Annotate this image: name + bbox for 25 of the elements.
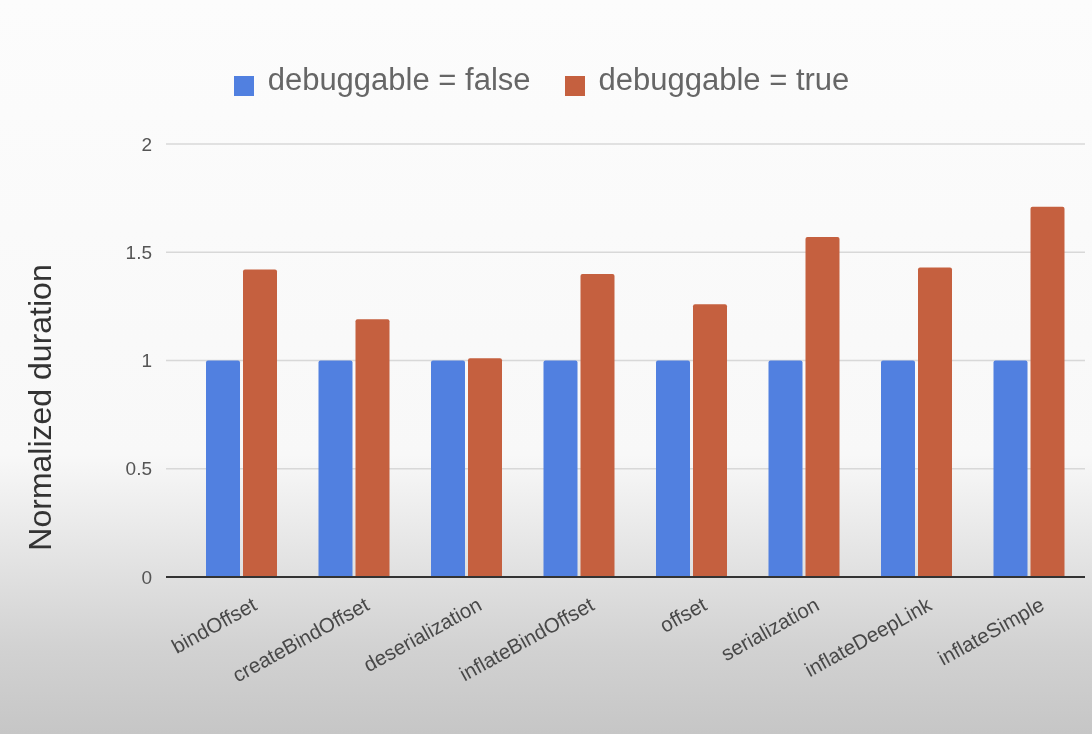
bar: [1030, 206, 1065, 577]
bar: [431, 360, 465, 577]
legend-label: debuggable = false: [267, 62, 531, 97]
legend-label: debuggable = true: [598, 62, 850, 97]
bar: [805, 237, 840, 577]
bar: [993, 360, 1028, 577]
bar: [243, 269, 277, 577]
bar: [318, 360, 353, 577]
bar: [468, 358, 502, 577]
bar: [656, 360, 690, 577]
x-tick-label: offset: [655, 592, 711, 637]
y-tick-label: 1: [141, 350, 152, 372]
bar: [881, 360, 915, 577]
bar: [693, 304, 727, 577]
bar: [768, 360, 803, 577]
bar: [918, 267, 952, 577]
y-axis-title: Normalized duration: [22, 264, 58, 551]
bar: [580, 273, 615, 577]
bar: [543, 360, 578, 577]
y-tick-label: 1.5: [125, 241, 152, 263]
y-tick-label: 2: [141, 133, 152, 155]
bar: [355, 319, 390, 577]
bar: [206, 360, 240, 577]
y-tick-label: 0: [141, 566, 152, 588]
y-tick-label: 0.5: [125, 458, 152, 480]
